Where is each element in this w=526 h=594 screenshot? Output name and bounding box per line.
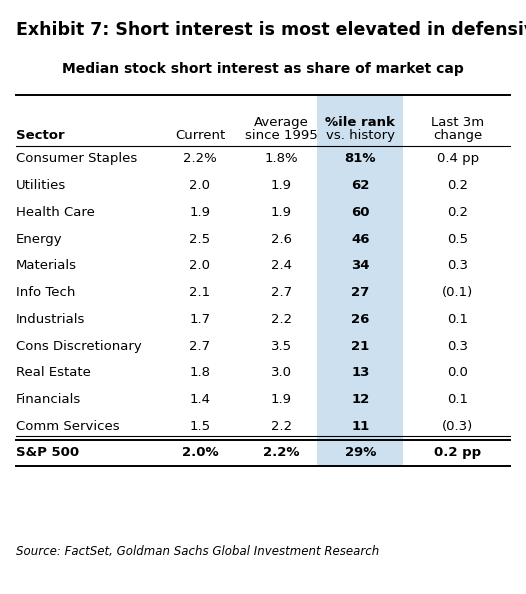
Text: 1.9: 1.9 <box>271 206 292 219</box>
Text: Current: Current <box>175 129 225 143</box>
Text: 2.5: 2.5 <box>189 233 210 245</box>
Text: Median stock short interest as share of market cap: Median stock short interest as share of … <box>62 62 464 77</box>
Text: 1.9: 1.9 <box>271 179 292 192</box>
Text: change: change <box>433 129 482 143</box>
Text: 13: 13 <box>351 366 369 379</box>
Text: 21: 21 <box>351 340 369 352</box>
Text: 1.8%: 1.8% <box>265 153 298 165</box>
Text: 1.7: 1.7 <box>189 313 210 326</box>
Text: 2.6: 2.6 <box>271 233 292 245</box>
Text: 26: 26 <box>351 313 369 326</box>
Text: 46: 46 <box>351 233 370 245</box>
Text: 2.2%: 2.2% <box>263 447 300 459</box>
Text: 2.2: 2.2 <box>271 313 292 326</box>
Text: 11: 11 <box>351 420 369 432</box>
Text: Sector: Sector <box>16 129 64 143</box>
Text: Consumer Staples: Consumer Staples <box>16 153 137 165</box>
Text: 29%: 29% <box>345 447 376 459</box>
Text: Last 3m: Last 3m <box>431 116 484 129</box>
Text: 2.1: 2.1 <box>189 286 210 299</box>
Text: 2.2%: 2.2% <box>183 153 217 165</box>
Text: 81%: 81% <box>345 153 376 165</box>
Text: 27: 27 <box>351 286 369 299</box>
Text: Exhibit 7: Short interest is most elevated in defensive sectors: Exhibit 7: Short interest is most elevat… <box>16 21 526 39</box>
Text: Health Care: Health Care <box>16 206 95 219</box>
Text: Financials: Financials <box>16 393 81 406</box>
Text: 0.3: 0.3 <box>447 340 468 352</box>
Text: 1.5: 1.5 <box>189 420 210 432</box>
Bar <box>317 95 403 466</box>
Text: 0.2: 0.2 <box>447 206 468 219</box>
Text: 2.0: 2.0 <box>189 179 210 192</box>
Text: Average: Average <box>254 116 309 129</box>
Text: 3.0: 3.0 <box>271 366 292 379</box>
Text: (0.1): (0.1) <box>442 286 473 299</box>
Text: Materials: Materials <box>16 260 77 272</box>
Text: Industrials: Industrials <box>16 313 85 326</box>
Text: 0.2: 0.2 <box>447 179 468 192</box>
Text: vs. history: vs. history <box>326 129 395 143</box>
Text: 2.4: 2.4 <box>271 260 292 272</box>
Text: 0.4 pp: 0.4 pp <box>437 153 479 165</box>
Text: 62: 62 <box>351 179 369 192</box>
Text: 0.1: 0.1 <box>447 313 468 326</box>
Text: 34: 34 <box>351 260 370 272</box>
Text: Energy: Energy <box>16 233 63 245</box>
Text: 0.2 pp: 0.2 pp <box>434 447 481 459</box>
Text: 0.0: 0.0 <box>447 366 468 379</box>
Text: Source: FactSet, Goldman Sachs Global Investment Research: Source: FactSet, Goldman Sachs Global In… <box>16 545 379 558</box>
Text: 0.5: 0.5 <box>447 233 468 245</box>
Text: S&P 500: S&P 500 <box>16 447 79 459</box>
Text: Comm Services: Comm Services <box>16 420 119 432</box>
Text: Utilities: Utilities <box>16 179 66 192</box>
Text: 2.2: 2.2 <box>271 420 292 432</box>
Text: 60: 60 <box>351 206 370 219</box>
Text: since 1995: since 1995 <box>245 129 318 143</box>
Text: 2.7: 2.7 <box>271 286 292 299</box>
Text: 1.9: 1.9 <box>189 206 210 219</box>
Text: 1.4: 1.4 <box>189 393 210 406</box>
Text: 1.9: 1.9 <box>271 393 292 406</box>
Text: 1.8: 1.8 <box>189 366 210 379</box>
Text: 3.5: 3.5 <box>271 340 292 352</box>
Text: %ile rank: %ile rank <box>326 116 395 129</box>
Text: 2.0: 2.0 <box>189 260 210 272</box>
Text: Info Tech: Info Tech <box>16 286 75 299</box>
Text: 0.3: 0.3 <box>447 260 468 272</box>
Text: (0.3): (0.3) <box>442 420 473 432</box>
Text: Cons Discretionary: Cons Discretionary <box>16 340 141 352</box>
Text: 2.0%: 2.0% <box>181 447 218 459</box>
Text: 0.1: 0.1 <box>447 393 468 406</box>
Text: 12: 12 <box>351 393 369 406</box>
Text: 2.7: 2.7 <box>189 340 210 352</box>
Text: Real Estate: Real Estate <box>16 366 90 379</box>
